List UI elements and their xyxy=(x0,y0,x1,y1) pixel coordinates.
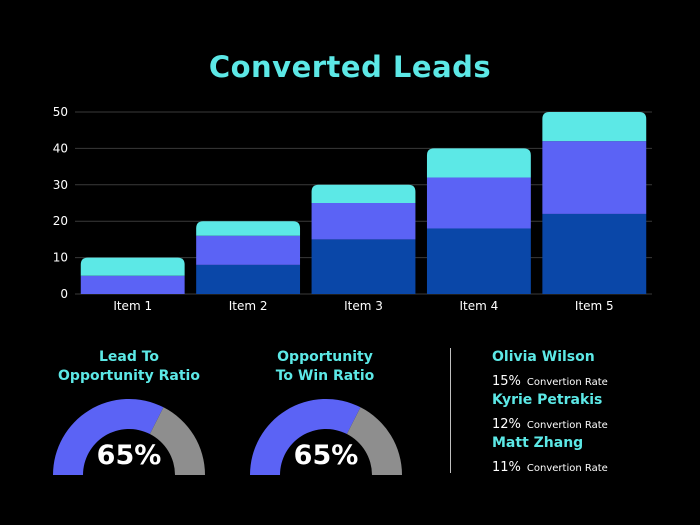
x-tick-label: Item 4 xyxy=(460,299,499,313)
gauge-1-label: Lead To Opportunity Ratio xyxy=(50,348,208,386)
person-stat: 15% Convertion Rate xyxy=(492,372,608,391)
person-rate-label: Convertion Rate xyxy=(526,463,608,474)
person-rate: 11% xyxy=(492,460,521,475)
person-item: Olivia Wilson 15% Convertion Rate xyxy=(492,348,608,391)
bar-segment xyxy=(542,141,647,214)
person-name: Kyrie Petrakis xyxy=(492,392,603,408)
y-tick-label: 20 xyxy=(53,214,68,228)
gauge-1-value: 65% xyxy=(96,440,162,471)
bar-segment xyxy=(426,177,531,229)
gauge-2-value: 65% xyxy=(293,440,359,471)
person-stat: 11% Convertion Rate xyxy=(492,458,608,477)
x-tick-label: Item 1 xyxy=(113,299,152,313)
bar-segment xyxy=(196,264,301,294)
person-name: Matt Zhang xyxy=(492,435,584,451)
person-stat: 12% Convertion Rate xyxy=(492,415,608,434)
person-rate: 12% xyxy=(492,417,521,432)
gauge-fill-arc xyxy=(250,399,361,475)
bar-segment xyxy=(196,221,301,236)
person-rate: 15% xyxy=(492,374,521,389)
person-item: Kyrie Petrakis 12% Convertion Rate xyxy=(492,391,608,434)
x-tick-label: Item 5 xyxy=(575,299,614,313)
gauge-fill-arc xyxy=(53,399,164,475)
bar-segment xyxy=(80,257,185,276)
gauge-2-dial xyxy=(250,399,402,475)
stacked-bar-chart: 0 10 20 30 40 50 Item 1 Item 2 Item 3 Item 4 Item … xyxy=(53,105,652,313)
x-tick-label: Item 3 xyxy=(344,299,383,313)
person-rate-label: Convertion Rate xyxy=(526,420,608,431)
bar-segment xyxy=(426,148,531,178)
person-rate-label: Convertion Rate xyxy=(526,377,608,388)
bar-segment xyxy=(80,275,185,294)
y-tick-label: 50 xyxy=(53,105,68,119)
bar-segment xyxy=(426,228,531,294)
bar-segment xyxy=(196,235,301,265)
y-tick-label: 40 xyxy=(53,141,68,155)
person-name: Olivia Wilson xyxy=(492,349,595,365)
gauge-1-label-line1: Lead To xyxy=(98,349,160,365)
gauge-1-label-line2: Opportunity Ratio xyxy=(58,368,200,384)
bar-segment xyxy=(311,203,416,240)
y-tick-label: 0 xyxy=(60,287,68,301)
chart-title: Converted Leads xyxy=(208,50,492,84)
gauge-1-dial xyxy=(53,399,205,475)
vertical-divider xyxy=(450,348,451,473)
gauge-remaining-arc xyxy=(149,407,205,475)
x-tick-label: Item 2 xyxy=(229,299,268,313)
person-item: Matt Zhang 11% Convertion Rate xyxy=(492,434,608,477)
bar-segment xyxy=(311,184,416,203)
gauge-2-label: Opportunity To Win Ratio xyxy=(246,348,404,386)
bar-segment xyxy=(542,213,647,294)
gauge-2-label-line2: To Win Ratio xyxy=(275,368,375,384)
gauge-2-label-line1: Opportunity xyxy=(277,349,373,365)
y-tick-label: 10 xyxy=(53,251,68,265)
gauge-remaining-arc xyxy=(346,407,402,475)
bar-segment xyxy=(311,239,416,294)
bar-segment xyxy=(542,112,647,142)
y-tick-label: 30 xyxy=(53,178,68,192)
